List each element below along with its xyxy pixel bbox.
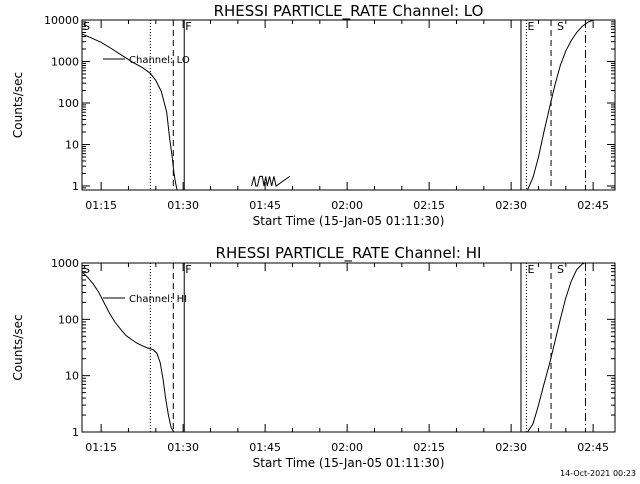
event-marker: E — [527, 20, 534, 33]
x-tick-label: 02:30 — [495, 199, 527, 212]
event-marker: E — [527, 263, 534, 276]
event-marker: S — [557, 20, 564, 33]
panel-lo-channel: RHESSI PARTICLE_RATE Channel: LO 01:15 01:… — [11, 2, 616, 228]
x-tick-label: 01:15 — [85, 441, 117, 454]
x-tick-label: 02:15 — [413, 199, 445, 212]
event-marker: F — [185, 263, 191, 276]
chart-title: RHESSI PARTICLE_RATE Channel: HI — [216, 244, 482, 263]
x-tick-label: 01:15 — [85, 199, 117, 212]
event-marker: S — [557, 263, 564, 276]
x-tick-label: 01:30 — [167, 441, 199, 454]
plot-frame — [81, 19, 616, 191]
x-axis-label: Start Time (15-Jan-05 01:11:30) — [253, 456, 445, 470]
legend-label: Channel: LO — [129, 55, 190, 66]
event-marker: S — [83, 20, 90, 33]
y-tick-label: 1 — [72, 426, 79, 439]
y-tick-label: 1000 — [51, 55, 79, 68]
y-tick-label: 100 — [58, 313, 79, 326]
y-tick-label: 1 — [72, 180, 79, 193]
series-line — [251, 175, 290, 187]
chart-title: RHESSI PARTICLE_RATE Channel: LO — [214, 2, 484, 21]
x-tick-label: 01:45 — [249, 441, 281, 454]
plot-timestamp: 14-Oct-2021 00:23 — [560, 469, 636, 478]
x-tick-label: 02:30 — [495, 441, 527, 454]
panel-hi-channel: RHESSI PARTICLE_RATE Channel: HI 01:15 01:… — [11, 244, 616, 470]
y-axis-label: Counts/sec — [11, 314, 25, 380]
x-tick-label: 01:45 — [249, 199, 281, 212]
series-line — [82, 271, 175, 432]
event-marker: F — [185, 20, 191, 33]
x-tick-label: 02:15 — [413, 441, 445, 454]
y-tick-label: 10 — [65, 138, 79, 151]
series-line — [82, 33, 178, 190]
x-tick-label: 02:00 — [331, 199, 363, 212]
x-tick-label: 01:30 — [167, 199, 199, 212]
x-tick-label: 02:45 — [577, 199, 609, 212]
event-marker: S — [83, 263, 90, 276]
legend-label: Channel: HI — [129, 294, 187, 305]
series-line — [527, 20, 599, 190]
x-axis-label: Start Time (15-Jan-05 01:11:30) — [253, 214, 445, 228]
x-tick-label: 02:45 — [577, 441, 609, 454]
x-tick-label: 02:00 — [331, 441, 363, 454]
y-axis-label: Counts/sec — [11, 72, 25, 138]
y-tick-label: 1000 — [51, 257, 79, 270]
y-tick-label: 100 — [58, 97, 79, 110]
plot-frame — [81, 262, 616, 433]
y-tick-label: 10 — [65, 370, 79, 383]
series-line — [527, 263, 587, 432]
y-tick-label: 10000 — [44, 14, 79, 27]
